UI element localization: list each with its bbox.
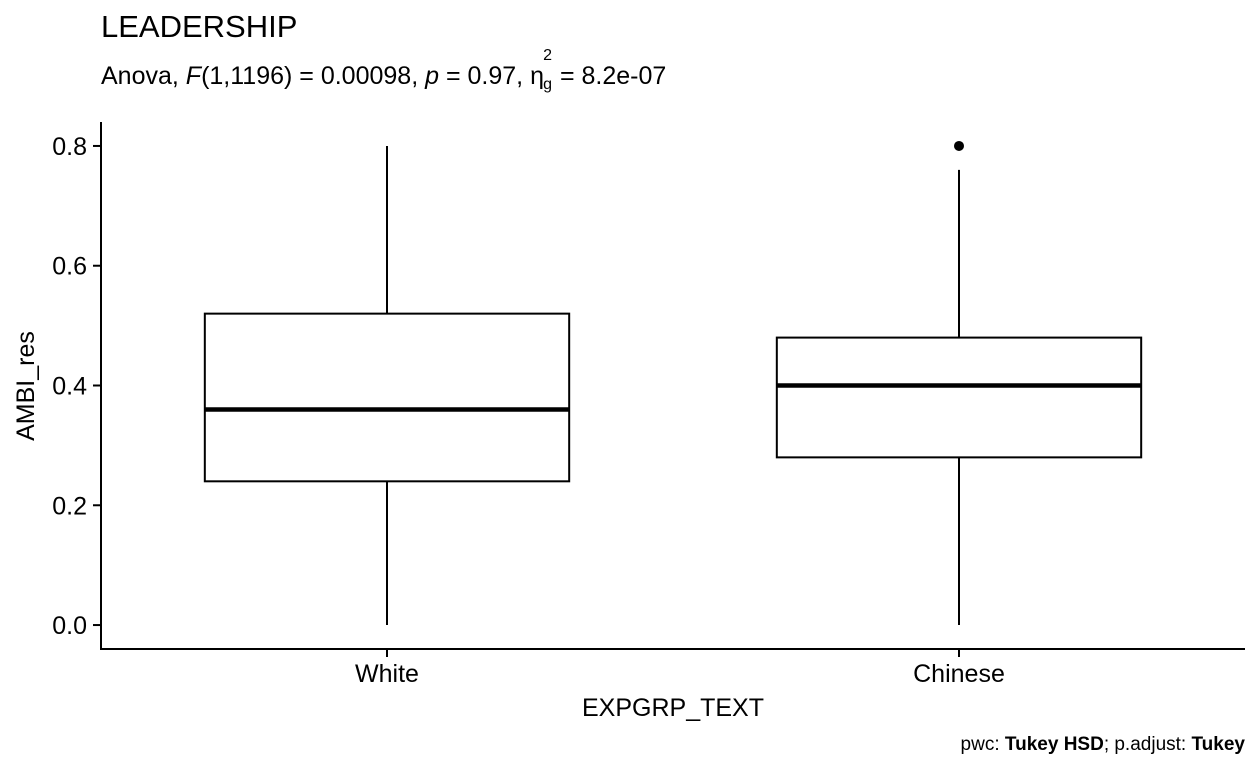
caption-pwc-value: Tukey HSD	[1004, 734, 1104, 755]
subtitle-eta-symbol: η	[530, 62, 544, 90]
y-tick-label: 0.2	[52, 492, 87, 520]
chart-caption: pwc: Tukey HSD; p.adjust: Tukey	[961, 733, 1245, 757]
outlier-point	[954, 140, 964, 151]
subtitle-f-label: F	[185, 62, 202, 90]
subtitle-p-value: = 0.97,	[445, 62, 524, 90]
x-tick-label: Chinese	[913, 660, 1005, 688]
chart-title: LEADERSHIP	[101, 9, 298, 44]
plot-area: 0.0 0.2 0.4 0.6 0.8 White Chinese	[52, 122, 1245, 688]
box-iqr	[203, 312, 571, 483]
y-tick-label: 0.6	[52, 253, 87, 281]
caption-pwc-label: pwc:	[960, 734, 1000, 755]
subtitle-eta-sup: 2	[543, 47, 552, 64]
y-tick-label: 0.8	[52, 133, 87, 161]
y-tick-label: 0.0	[52, 612, 87, 640]
caption-adjust-value: Tukey	[1191, 734, 1245, 755]
subtitle-eta-sub: g	[543, 76, 552, 93]
x-axis-label: EXPGRP_TEXT	[582, 694, 764, 722]
x-tick-label: White	[355, 660, 419, 688]
caption-adjust-label: ; p.adjust:	[1103, 734, 1187, 755]
subtitle-f-df: (1,1196) = 0.00098,	[201, 62, 419, 90]
box-iqr	[775, 336, 1143, 459]
subtitle-test: Anova,	[101, 62, 179, 90]
subtitle-eta-value: = 8.2e-07	[559, 62, 667, 90]
subtitle-p-label: p	[425, 62, 440, 90]
y-tick-label: 0.4	[52, 373, 87, 401]
y-axis-label: AMBI_res	[12, 331, 40, 441]
